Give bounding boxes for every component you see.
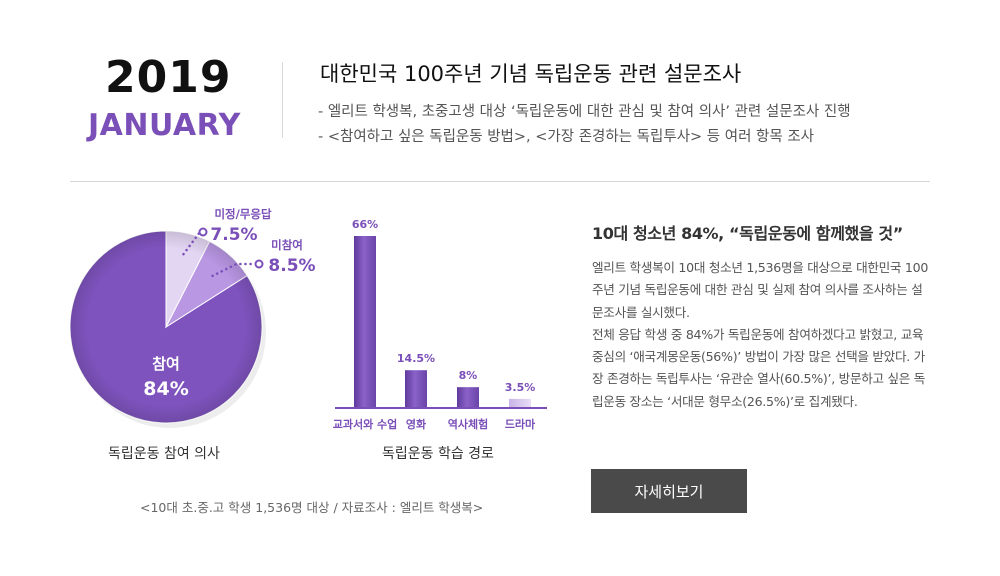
bar-chart: 66% 교과서와 수업 14.5% 영화 8% 역사체험 3.5% 드라마 bbox=[333, 218, 547, 431]
bar-chart-title: 독립운동 학습 경로 bbox=[382, 446, 494, 462]
pie-rim-shade bbox=[70, 231, 262, 423]
bar-category-label-2: 역사체험 bbox=[448, 417, 488, 431]
bar-2 bbox=[457, 387, 479, 408]
article-paragraph-1: 엘리트 학생복이 10대 청소년 1,536명을 대상으로 대한민국 100주년… bbox=[592, 260, 929, 320]
article-headline: 10대 청소년 84%, “독립운동에 함께했을 것” bbox=[592, 224, 903, 243]
pie-value-no-participate: 8.5% bbox=[268, 256, 315, 276]
pie-dot-no-participate bbox=[254, 259, 264, 269]
year: 2019 bbox=[105, 52, 232, 103]
read-more-button[interactable]: 자세히보기 bbox=[591, 469, 747, 513]
bar-1 bbox=[405, 370, 427, 408]
pie-chart-title: 독립운동 참여 의사 bbox=[108, 446, 220, 462]
survey-title: 대한민국 100주년 기념 독립운동 관련 설문조사 bbox=[320, 62, 742, 86]
bar-category-label-1: 영화 bbox=[406, 417, 426, 431]
pie-leader-no-participate bbox=[211, 262, 255, 278]
source-note: <10대 초.중.고 학생 1,536명 대상 / 자료조사 : 엘리트 학생복… bbox=[140, 500, 484, 515]
article-paragraph-2: 전체 응답 학생 중 84%가 독립운동에 참여하겠다고 밝혔고, 교육 중심의… bbox=[592, 326, 926, 409]
article-body: 엘리트 학생복이 10대 청소년 1,536명을 대상으로 대한민국 100주년… bbox=[592, 257, 932, 413]
pie-value-participate: 84% bbox=[143, 378, 188, 400]
pie-label-undecided: 미정/무응답 bbox=[214, 207, 272, 221]
pie-leader-undecided bbox=[182, 230, 202, 256]
pie-dot-undecided bbox=[198, 227, 208, 237]
bar-0 bbox=[354, 236, 376, 408]
bar-3 bbox=[509, 398, 531, 408]
section-divider bbox=[70, 181, 930, 182]
month: JANUARY bbox=[88, 108, 241, 143]
pie-value-undecided: 7.5% bbox=[210, 225, 257, 245]
bar-value-label-0: 66% bbox=[352, 218, 378, 231]
bar-category-label-3: 드라마 bbox=[505, 417, 536, 431]
header-divider bbox=[282, 62, 283, 138]
survey-bullet-2: - <참여하고 싶은 독립운동 방법>, <가장 존경하는 독립투사> 등 여러… bbox=[318, 129, 814, 145]
survey-bullet-1: - 엘리트 학생복, 초중고생 대상 ‘독립운동에 대한 관심 및 참여 의사’… bbox=[318, 104, 851, 120]
pie-label-participate: 참여 bbox=[152, 355, 180, 373]
bar-category-label-0: 교과서와 수업 bbox=[333, 417, 398, 431]
bar-value-label-1: 14.5% bbox=[397, 352, 435, 365]
pie-label-no-participate: 미참여 bbox=[271, 238, 303, 252]
pie-chart: 참여 84% 미정/무응답 7.5% 미참여 8.5% bbox=[69, 207, 316, 428]
bar-value-label-2: 8% bbox=[459, 369, 478, 382]
bar-value-label-3: 3.5% bbox=[505, 381, 536, 394]
